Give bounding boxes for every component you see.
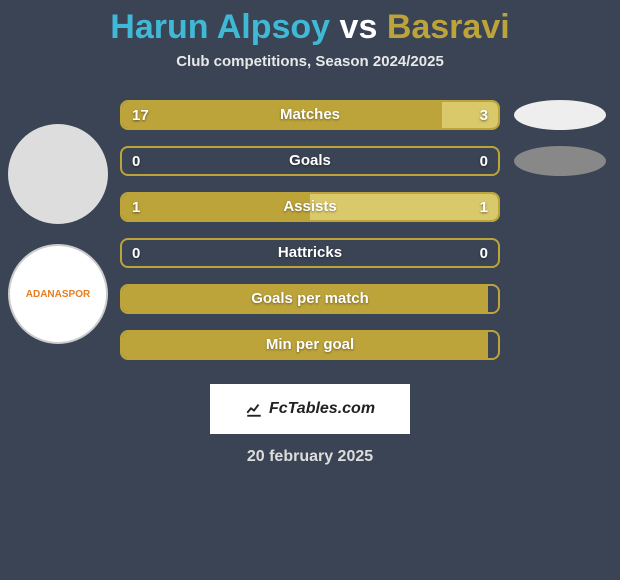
stat-bar: 00Goals (120, 146, 500, 176)
comparison-card: Harun Alpsoy vs Basravi Club competition… (0, 0, 620, 580)
stat-bar-left: 17 (122, 102, 442, 128)
stat-bar-right: 0 (310, 148, 498, 174)
player1-club-logo: ADANASPOR (8, 244, 108, 344)
stat-bar-right: 0 (310, 240, 498, 266)
left-side-stack: ADANASPOR (8, 124, 108, 344)
stat-bar-right (488, 332, 498, 358)
player2-ellipse (514, 100, 606, 130)
stat-bar-right: 1 (310, 194, 498, 220)
player1-name: Harun Alpsoy (110, 8, 330, 46)
stat-bar-left: 0 (122, 240, 310, 266)
club-logo-text: ADANASPOR (26, 289, 90, 300)
stat-bar-right (488, 286, 498, 312)
brand-badge: FcTables.com (210, 384, 410, 434)
brand-text: FcTables.com (269, 400, 375, 418)
stat-value-right: 0 (480, 153, 488, 170)
stat-value-left: 1 (132, 199, 140, 216)
subtitle: Club competitions, Season 2024/2025 (0, 53, 620, 70)
stat-bar: Goals per match (120, 284, 500, 314)
stat-bar: 173Matches (120, 100, 500, 130)
player1-avatar (8, 124, 108, 224)
stat-value-right: 3 (480, 107, 488, 124)
stat-bar-left: 1 (122, 194, 310, 220)
chart-icon (245, 400, 263, 418)
stat-value-left: 17 (132, 107, 149, 124)
page-title: Harun Alpsoy vs Basravi (0, 0, 620, 47)
stat-value-right: 1 (480, 199, 488, 216)
stat-bar-left: 0 (122, 148, 310, 174)
stat-bar: 00Hattricks (120, 238, 500, 268)
stat-value-left: 0 (132, 153, 140, 170)
right-slot (500, 100, 620, 130)
stat-bar: Min per goal (120, 330, 500, 360)
right-slot (500, 146, 620, 176)
stat-bar-left (122, 286, 488, 312)
player2-ellipse-shadow (514, 146, 606, 176)
footer-date: 20 february 2025 (0, 448, 620, 466)
stat-bar: 11Assists (120, 192, 500, 222)
stat-value-left: 0 (132, 245, 140, 262)
player2-name: Basravi (387, 8, 510, 46)
vs-text: vs (340, 8, 378, 46)
stat-bar-right: 3 (442, 102, 498, 128)
stat-bar-left (122, 332, 488, 358)
stat-value-right: 0 (480, 245, 488, 262)
